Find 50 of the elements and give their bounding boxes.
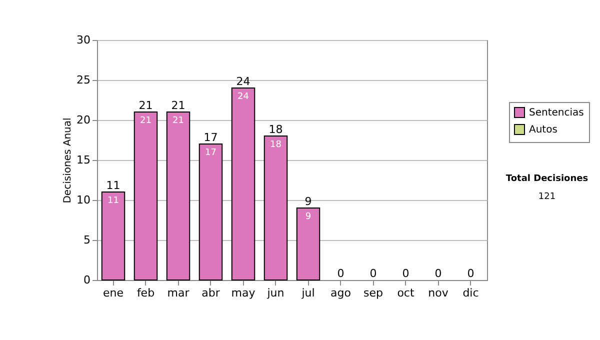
total-label: 0 bbox=[402, 267, 410, 280]
data-label: 21 bbox=[172, 116, 184, 126]
total-label: 18 bbox=[268, 123, 283, 136]
x-tick-label: ago bbox=[330, 286, 352, 300]
x-tick-label: oct bbox=[397, 286, 415, 300]
total-label: 9 bbox=[304, 195, 312, 208]
x-tick-label: jul bbox=[300, 286, 315, 300]
bar bbox=[264, 136, 288, 280]
data-label: 17 bbox=[205, 148, 216, 158]
y-axis-title: Decisiones Anual bbox=[62, 118, 74, 204]
total-label: 17 bbox=[204, 131, 218, 144]
total-label: 11 bbox=[106, 179, 120, 192]
y-tick-label: 25 bbox=[76, 74, 90, 86]
total-label: 0 bbox=[434, 267, 442, 280]
data-label: 21 bbox=[140, 116, 152, 126]
x-tick-label: feb bbox=[136, 286, 155, 300]
text: Total Decisiones bbox=[506, 174, 588, 184]
x-tick-label: abr bbox=[202, 286, 220, 300]
x-tick-label: ene bbox=[102, 286, 124, 300]
total-label: 0 bbox=[337, 267, 344, 280]
y-tick-label: 20 bbox=[76, 114, 90, 126]
bar bbox=[134, 112, 158, 280]
total-label: 21 bbox=[171, 99, 186, 112]
bar bbox=[101, 192, 126, 280]
total-label: 21 bbox=[138, 99, 153, 112]
text: 121 bbox=[538, 192, 556, 202]
x-tick-label: nov bbox=[428, 286, 449, 300]
legend-label: Sentencias bbox=[529, 108, 584, 118]
data-label: 18 bbox=[270, 140, 282, 150]
y-tick-label: 15 bbox=[76, 154, 90, 166]
data-label: 24 bbox=[238, 92, 250, 102]
legend-label: Autos bbox=[529, 124, 558, 136]
x-tick-label: dic bbox=[462, 286, 479, 300]
bar bbox=[296, 208, 320, 280]
y-tick-label: 10 bbox=[76, 194, 90, 206]
y-tick-label: 0 bbox=[84, 274, 90, 286]
bar bbox=[231, 88, 256, 280]
data-label: 9 bbox=[305, 212, 312, 222]
total-label: 24 bbox=[236, 75, 250, 88]
x-tick-label: may bbox=[231, 286, 256, 300]
bar bbox=[198, 144, 223, 280]
y-tick-label: 30 bbox=[76, 34, 90, 46]
x-tick-label: mar bbox=[167, 286, 190, 300]
y-tick-label: 5 bbox=[84, 234, 90, 246]
data-label: 11 bbox=[108, 196, 119, 206]
x-tick-label: sep bbox=[364, 286, 384, 300]
bar bbox=[166, 112, 190, 280]
total-label: 0 bbox=[370, 267, 377, 280]
total-label: 0 bbox=[467, 267, 474, 280]
x-tick-label: jun bbox=[266, 286, 284, 300]
